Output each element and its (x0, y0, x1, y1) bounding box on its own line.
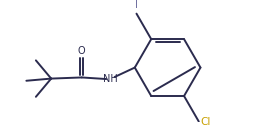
Text: Cl: Cl (201, 117, 211, 126)
Text: I: I (135, 0, 138, 10)
Text: O: O (78, 46, 86, 56)
Text: NH: NH (103, 74, 118, 84)
